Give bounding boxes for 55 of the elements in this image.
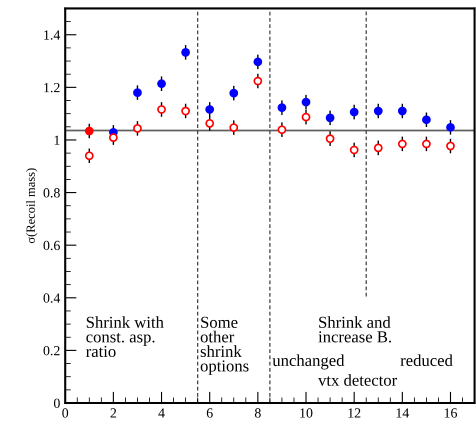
point [205, 119, 214, 128]
point [133, 88, 142, 97]
x-tick-label: 16 [444, 408, 458, 418]
point [108, 133, 118, 142]
point [302, 112, 310, 122]
annotation: unchanged [272, 354, 344, 370]
x-tick-label: 6 [206, 408, 213, 418]
point [229, 88, 238, 98]
y-tick-label: 0.8 [44, 188, 60, 198]
point [326, 134, 334, 144]
x-tick-label: 8 [254, 408, 261, 418]
y-tick-label: 0.4 [44, 293, 60, 303]
point [446, 142, 455, 150]
annotation: Shrink and increase B. [318, 316, 391, 343]
point [181, 48, 190, 57]
point [446, 122, 455, 132]
point [350, 146, 359, 154]
point [133, 124, 142, 133]
point [302, 98, 310, 106]
point [84, 126, 94, 136]
point [398, 106, 407, 116]
x-tick-label: 12 [348, 408, 360, 418]
point [374, 143, 383, 152]
y-tick-label: 0.2 [44, 346, 60, 356]
point [253, 57, 262, 66]
annotation: Shrink with const. asp. ratio [86, 316, 164, 358]
point [205, 105, 214, 114]
x-tick-label: 2 [110, 408, 116, 418]
x-tick-label: 0 [62, 408, 68, 418]
y-tick-label: 0.6 [44, 240, 60, 250]
point [422, 140, 431, 148]
y-tick-label: 0 [54, 398, 60, 408]
point [398, 140, 407, 148]
annotation: reduced [400, 354, 453, 366]
x-tick-label: 10 [300, 408, 312, 418]
point [253, 76, 262, 86]
point [278, 103, 286, 112]
point [326, 113, 334, 122]
x-tick-label: 4 [158, 408, 165, 418]
point [350, 108, 359, 116]
point [181, 106, 190, 116]
point [229, 123, 238, 132]
point [374, 106, 383, 116]
point [422, 115, 431, 124]
point [157, 105, 166, 114]
x-tick-label: 14 [396, 408, 410, 418]
annotation: vtx detector [318, 374, 398, 386]
y-axis-title: σ(Recoil mass) [26, 168, 38, 244]
point [157, 79, 166, 88]
y-tick-label: 1.2 [44, 82, 60, 92]
y-tick-label: 1.4 [44, 30, 60, 40]
point [278, 125, 286, 134]
point [84, 151, 94, 160]
y-tick-label: 1 [54, 136, 60, 145]
annotation: Some other shrink options [200, 316, 249, 375]
